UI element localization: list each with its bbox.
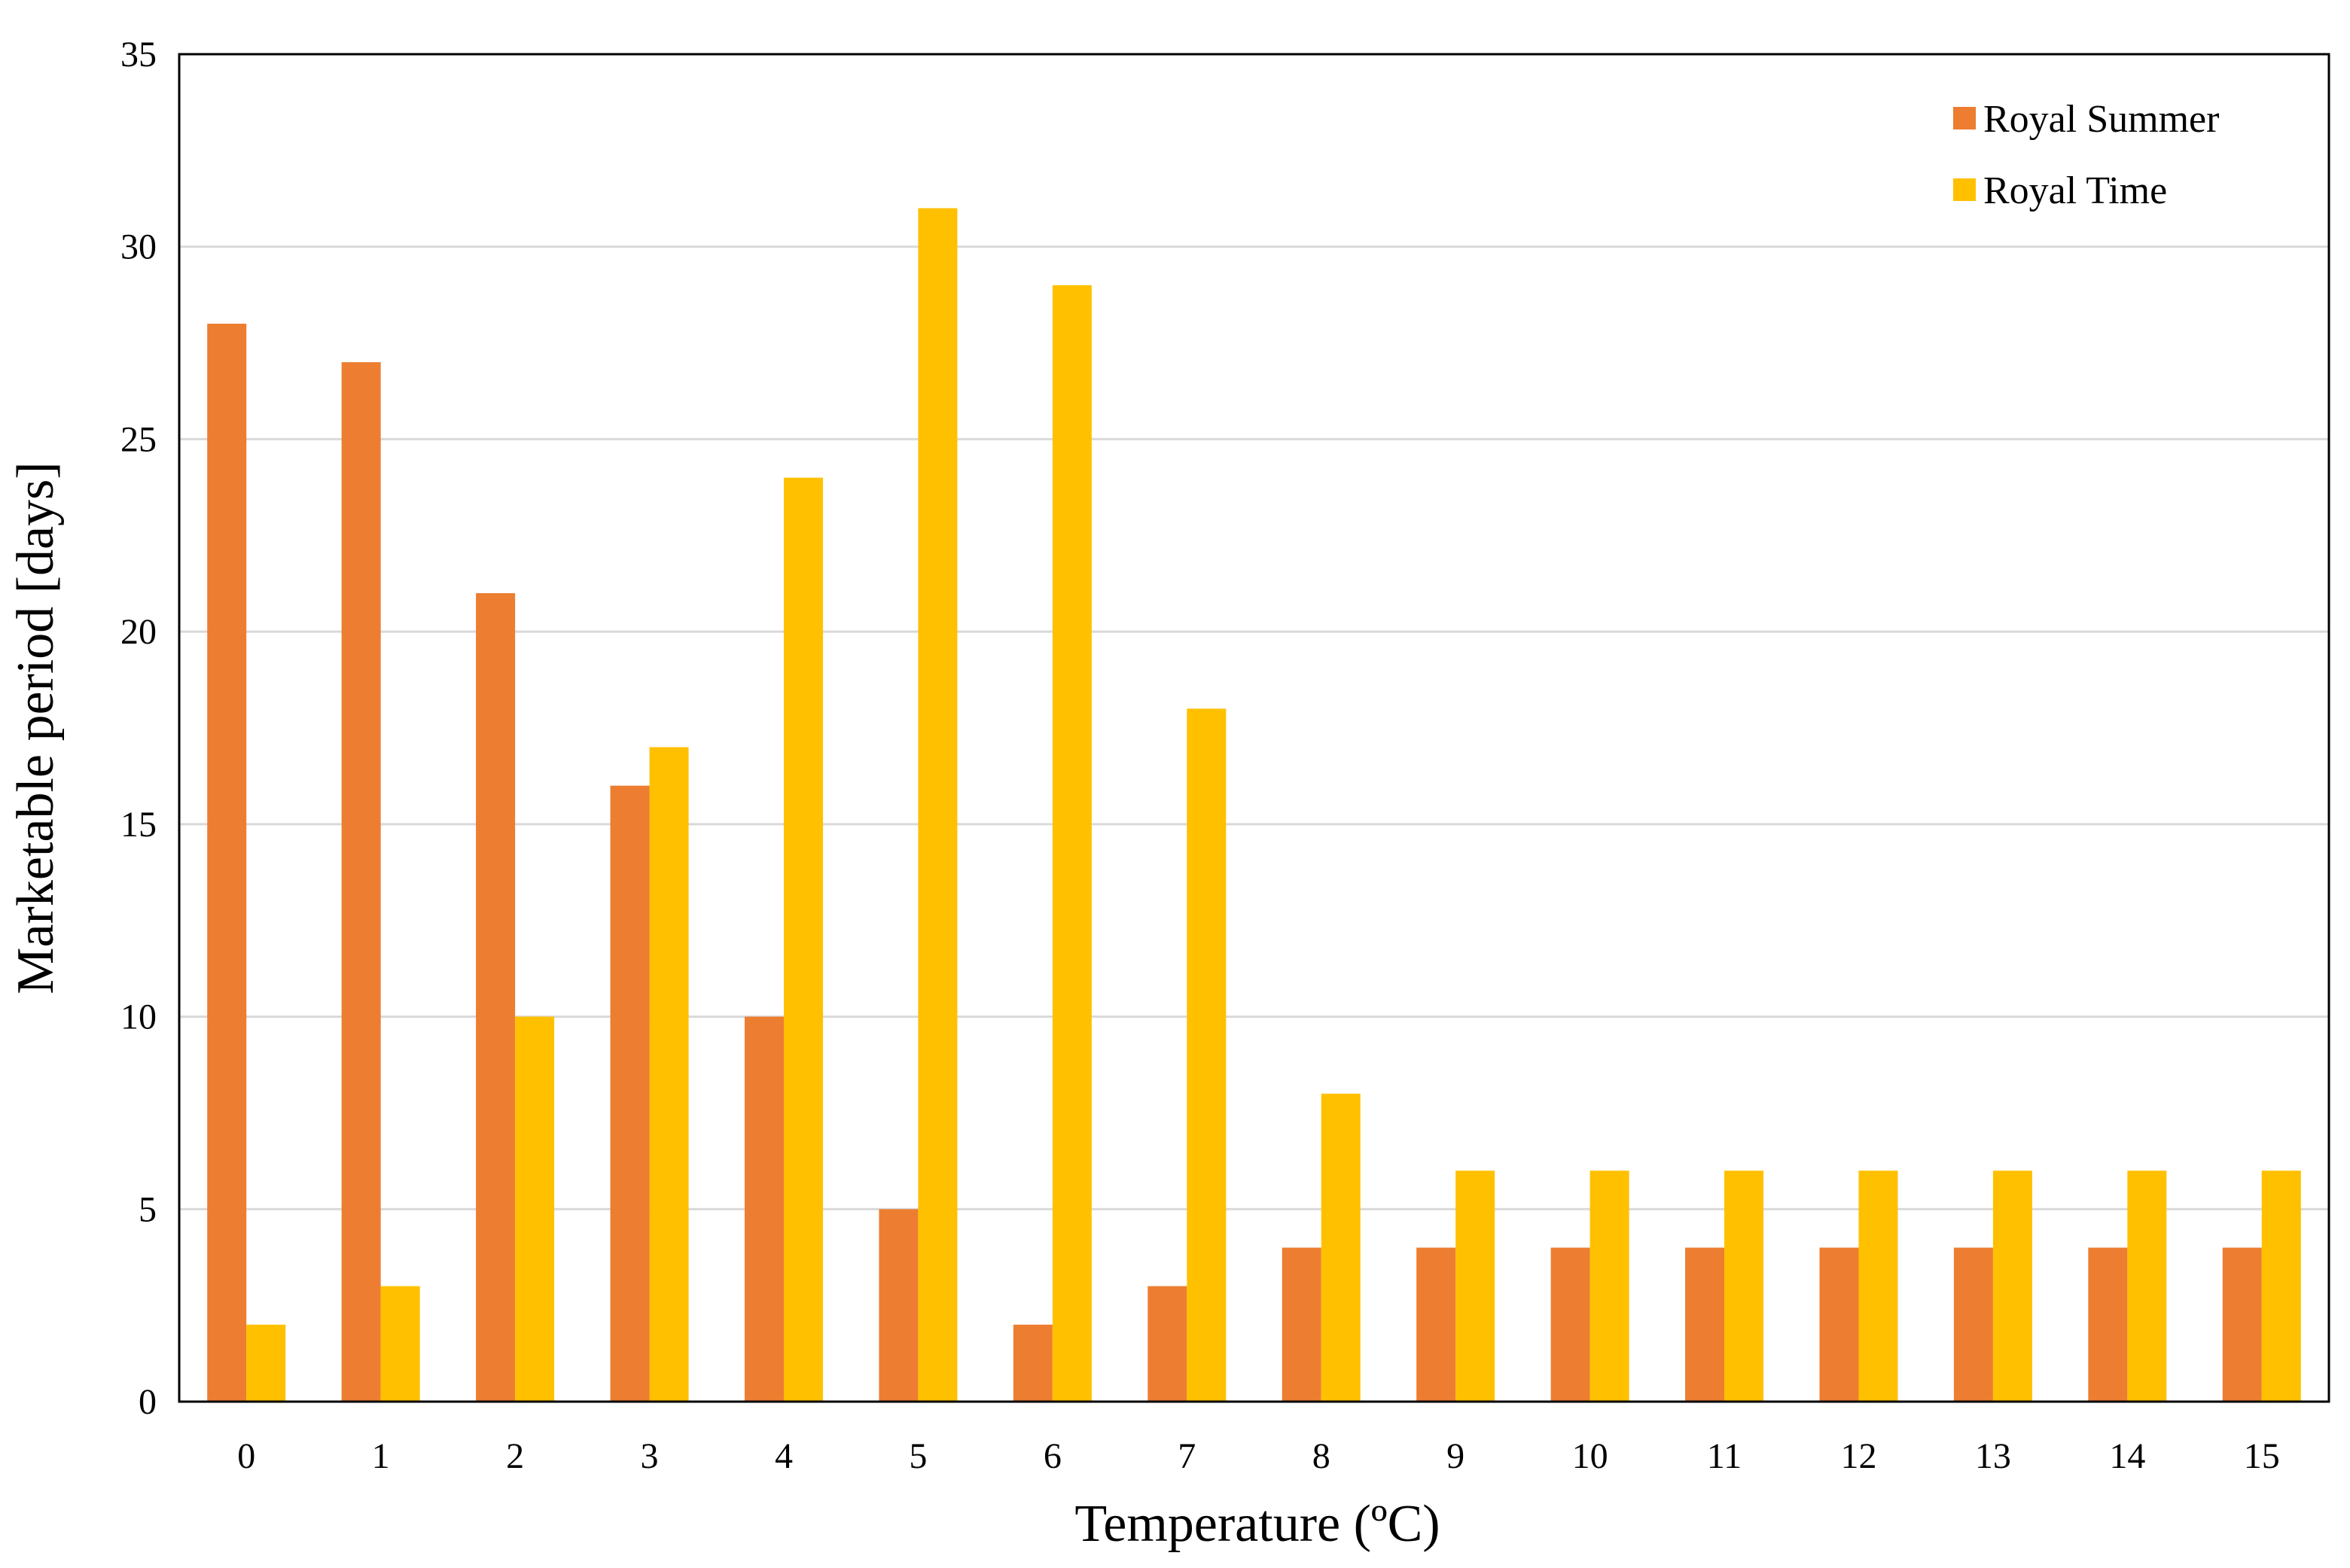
- bar-royal-time-1: [380, 1286, 420, 1402]
- x-tick-label-8: 8: [1312, 1436, 1330, 1476]
- x-tick-label-9: 9: [1446, 1436, 1465, 1476]
- bar-royal-time-10: [1590, 1171, 1629, 1402]
- bar-royal-time-6: [1052, 285, 1092, 1402]
- y-tick-label-5: 5: [139, 1189, 157, 1229]
- x-tick-label-12: 12: [1840, 1436, 1876, 1476]
- y-tick-label-10: 10: [120, 997, 157, 1037]
- bar-royal-summer-12: [1819, 1247, 1859, 1402]
- bar-royal-time-9: [1455, 1171, 1495, 1402]
- x-tick-label-15: 15: [2244, 1436, 2280, 1476]
- x-tick-label-2: 2: [506, 1436, 524, 1476]
- x-tick-label-5: 5: [909, 1436, 927, 1476]
- y-axis-tick-labels: 0 5 10 15 20 25 30 35: [120, 35, 157, 1422]
- y-axis-title: Marketable period [days]: [7, 461, 65, 994]
- bar-royal-summer-15: [2222, 1247, 2262, 1402]
- bar-royal-summer-10: [1550, 1247, 1590, 1402]
- legend-swatch-royal-time: [1953, 178, 1976, 201]
- x-tick-label-4: 4: [775, 1436, 793, 1476]
- bar-royal-time-13: [1992, 1171, 2032, 1402]
- x-axis-tick-labels: 0 1 2 3 4 5 6 7 8 9 10 11 12 13 14 15: [237, 1436, 2280, 1476]
- bar-royal-summer-0: [207, 324, 247, 1402]
- bar-royal-summer-3: [610, 785, 650, 1402]
- plot-frame: [178, 53, 2330, 1403]
- y-tick-label-25: 25: [120, 419, 157, 459]
- y-tick-label-0: 0: [139, 1382, 157, 1422]
- bar-royal-summer-8: [1282, 1247, 1321, 1402]
- x-tick-label-0: 0: [237, 1436, 255, 1476]
- y-tick-label-15: 15: [120, 805, 157, 845]
- bar-royal-time-14: [2127, 1171, 2167, 1402]
- y-tick-label-35: 35: [120, 35, 157, 75]
- y-tick-label-20: 20: [120, 612, 157, 652]
- legend-label-royal-summer: Royal Summer: [1983, 98, 2219, 141]
- bar-royal-summer-13: [1953, 1247, 1993, 1402]
- y-tick-label-30: 30: [120, 227, 157, 267]
- bar-royal-summer-5: [879, 1209, 919, 1402]
- bar-royal-summer-1: [341, 362, 381, 1402]
- bar-royal-time-2: [515, 1016, 555, 1402]
- x-tick-label-11: 11: [1707, 1436, 1742, 1476]
- bar-royal-time-5: [918, 208, 958, 1402]
- bar-royal-time-8: [1321, 1093, 1361, 1402]
- legend-label-royal-time: Royal Time: [1983, 169, 2167, 212]
- bar-royal-time-15: [2261, 1171, 2301, 1402]
- x-tick-label-13: 13: [1975, 1436, 2011, 1476]
- bar-royal-time-7: [1187, 708, 1227, 1402]
- bar-royal-summer-2: [476, 593, 516, 1402]
- bar-royal-summer-7: [1148, 1286, 1187, 1402]
- legend-swatch-royal-summer: [1953, 107, 1976, 129]
- x-tick-label-6: 6: [1044, 1436, 1062, 1476]
- bar-royal-summer-4: [744, 1016, 784, 1402]
- bar-royal-time-11: [1724, 1171, 1764, 1402]
- bar-royal-time-12: [1858, 1171, 1898, 1402]
- x-tick-label-14: 14: [2109, 1436, 2145, 1476]
- bar-royal-summer-6: [1013, 1324, 1053, 1402]
- legend: Royal Summer Royal Time: [1953, 98, 2219, 212]
- bar-royal-summer-11: [1685, 1247, 1725, 1402]
- x-tick-label-10: 10: [1572, 1436, 1608, 1476]
- bars: [207, 208, 2301, 1402]
- bar-royal-time-3: [649, 747, 689, 1402]
- bar-royal-summer-14: [2088, 1247, 2128, 1402]
- x-tick-label-1: 1: [372, 1436, 390, 1476]
- bar-royal-time-4: [783, 477, 823, 1402]
- bar-royal-summer-9: [1416, 1247, 1456, 1402]
- x-axis-title: Temperature (ºC): [1074, 1495, 1440, 1553]
- bar-royal-time-0: [246, 1324, 286, 1402]
- x-tick-label-7: 7: [1178, 1436, 1196, 1476]
- x-tick-label-3: 3: [641, 1436, 659, 1476]
